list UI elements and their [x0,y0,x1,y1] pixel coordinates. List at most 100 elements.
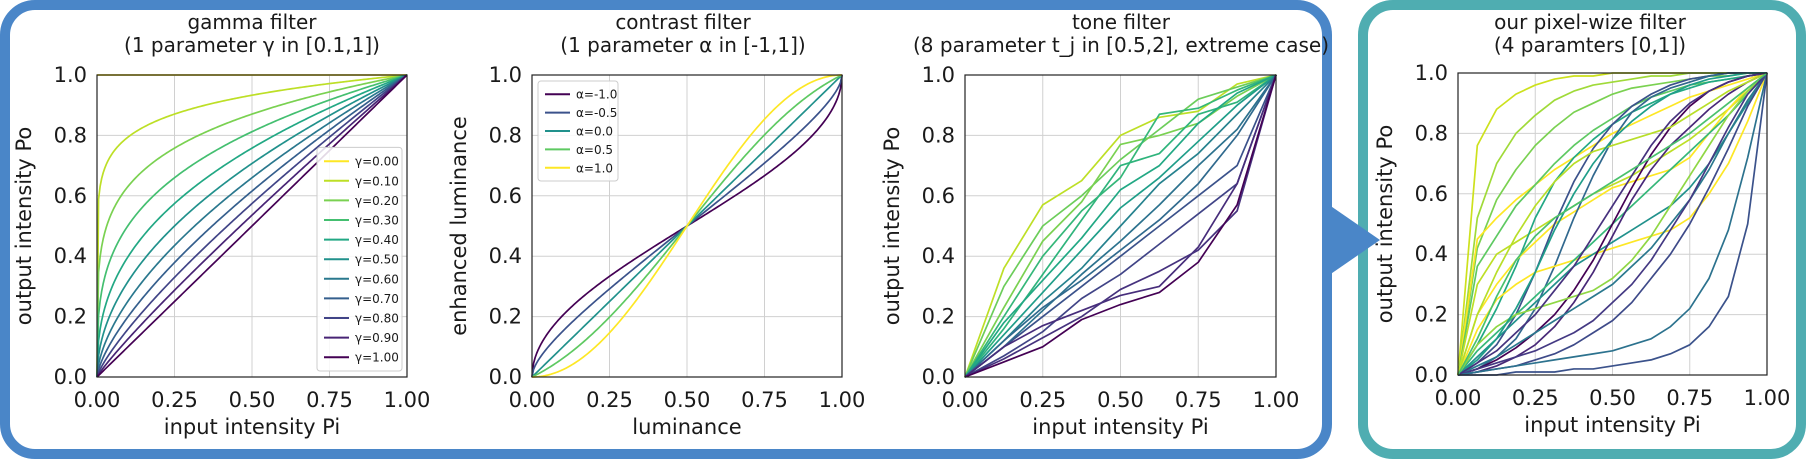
contrast-xtick: 1.00 [819,388,866,412]
gamma-xlabel: input intensity Pi [164,415,340,439]
gamma-legend-label: γ=0.60 [355,272,399,286]
tone-series-line [964,74,1277,378]
pixelwise-ytick: 1.0 [1415,61,1448,85]
gamma-legend-label: γ=0.10 [355,174,399,188]
contrast-subtitle: (1 parameter α in [-1,1]) [560,33,805,57]
gamma-legend: γ=0.00 γ=0.10 γ=0.20 γ=0.30 γ=0.40 γ=0.5… [316,146,403,372]
gamma-series-line [96,74,408,378]
tone-ytick: 0.2 [922,305,955,329]
gamma-title: gamma filter [187,10,317,34]
contrast-ytick: 0.0 [489,365,522,389]
pixelwise-series-line [1457,72,1768,376]
tone-xtick: 0.00 [942,388,989,412]
gamma-legend-label: γ=0.70 [355,292,399,306]
contrast-ytick: 0.8 [489,123,522,147]
tone-plot-frame [964,74,1277,378]
tone-series-line [964,74,1277,378]
gamma-legend-box [316,146,403,372]
tone-subtitle: (8 parameter t_j in [0.5,2], extreme cas… [913,33,1329,57]
contrast-ytick: 1.0 [489,63,522,87]
gamma-legend-label: γ=0.30 [355,214,399,228]
tone-series-line [964,74,1277,378]
gamma-ytick: 0.0 [54,365,87,389]
pixelwise-xtick: 0.25 [1512,386,1559,410]
gamma-series-line [96,74,408,378]
gamma-series-line [96,74,408,378]
pixelwise-series-line [1457,72,1768,376]
contrast-legend-label: α=1.0 [576,161,613,175]
gamma-legend-label: γ=0.90 [355,331,399,345]
gamma-series-line [96,74,408,378]
gamma-ylabel: output intensity Po [12,127,36,325]
pixelwise-series-line [1457,72,1768,376]
contrast-ylabel: enhanced luminance [447,116,471,336]
contrast-ytick: 0.2 [489,305,522,329]
pixelwise-ylabel: output intensity Po [1373,125,1397,323]
gamma-xtick: 0.00 [74,388,121,412]
gamma-legend-label: γ=0.50 [355,253,399,267]
tone-ylabel: output intensity Po [880,127,904,325]
pixelwise-series-line [1457,72,1768,376]
tone-series-line [964,74,1277,378]
gamma-legend-label: γ=0.80 [355,312,399,326]
left-group-frame [0,0,1332,459]
pixelwise-series-line [1457,72,1768,376]
pixelwise-ytick: 0.4 [1415,242,1448,266]
pixelwise-xtick: 0.75 [1666,386,1713,410]
gamma-ytick: 0.2 [54,305,87,329]
tone-title: tone filter [1072,10,1171,34]
pixelwise-series-line [1457,72,1768,376]
tone-ytick: 0.4 [922,244,955,268]
gamma-plot-frame [96,74,408,378]
tone-filter-panel: tone filter (8 parameter t_j in [0.5,2],… [880,10,1329,439]
gamma-ytick: 0.4 [54,244,87,268]
tone-ytick: 0.0 [922,365,955,389]
contrast-legend-label: α=0.5 [576,143,613,157]
pixelwise-series-line [1458,72,1768,376]
contrast-xtick: 0.25 [586,388,633,412]
gamma-legend-label: γ=0.40 [355,233,399,247]
gamma-series-line [96,74,408,378]
contrast-xtick: 0.50 [664,388,711,412]
tone-xtick: 0.50 [1097,388,1144,412]
contrast-series-line [531,74,843,378]
pixelwise-xtick: 0.50 [1589,386,1636,410]
pixelwise-plot-frame [1457,72,1768,376]
tone-xtick: 1.00 [1253,388,1300,412]
contrast-ytick: 0.6 [489,184,522,208]
pixelwise-subtitle: (4 paramters [0,1]) [1494,33,1686,57]
gamma-series-line [96,74,408,378]
pixelwise-series-line [1457,72,1767,376]
gamma-xtick: 0.75 [306,388,353,412]
tone-series-line [964,74,1277,378]
tone-ytick: 1.0 [922,63,955,87]
pixelwise-ytick: 0.6 [1415,182,1448,206]
pixelwise-xtick: 1.00 [1744,386,1791,410]
tone-ytick: 0.8 [922,123,955,147]
contrast-xlabel: luminance [632,415,741,439]
gamma-xtick: 1.00 [384,388,431,412]
pixelwise-xlabel: input intensity Pi [1524,413,1700,437]
pixelwise-series-line [1457,72,1768,376]
tone-series-line [964,74,1277,378]
gamma-legend-label: γ=1.00 [355,351,399,365]
contrast-title: contrast filter [615,10,751,34]
contrast-plot-frame [531,74,843,378]
pixelwise-series-line [1457,72,1768,376]
gamma-legend-label: γ=0.20 [355,194,399,208]
pixelwise-series-line [1457,72,1768,376]
pixelwise-series-line [1457,72,1767,376]
gamma-ytick: 0.6 [54,184,87,208]
contrast-xtick: 0.75 [741,388,788,412]
tone-ytick: 0.6 [922,184,955,208]
tone-series-line [964,74,1277,378]
contrast-legend-label: α=0.0 [576,125,613,139]
pixelwise-series-line [1457,72,1768,376]
tone-series-line [964,74,1277,378]
pixel-wise-filter-panel: our pixel-wize filter (4 paramters [0,1]… [1373,10,1790,437]
gamma-series-line [96,74,408,378]
gamma-ytick: 0.8 [54,123,87,147]
pixelwise-series-line [1457,72,1768,376]
gamma-subtitle: (1 parameter γ in [0.1,1]) [124,33,380,57]
